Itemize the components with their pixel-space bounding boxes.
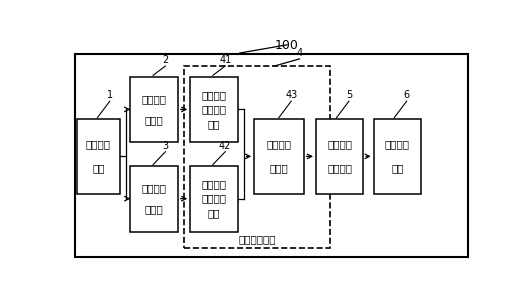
Text: 模块: 模块: [207, 208, 220, 218]
Text: 区域划分: 区域划分: [86, 139, 111, 149]
Bar: [130, 166, 178, 231]
Text: 100: 100: [275, 39, 299, 52]
Bar: [77, 119, 120, 194]
Text: 41: 41: [219, 55, 231, 65]
Text: 模型构建模块: 模型构建模块: [238, 234, 276, 244]
Text: 模块: 模块: [207, 119, 220, 129]
Text: 风险等级: 风险等级: [327, 139, 352, 149]
Text: 划分模块: 划分模块: [327, 163, 352, 174]
Text: 风模型子: 风模型子: [202, 104, 227, 114]
Text: 43: 43: [285, 90, 297, 100]
Text: 微地形台: 微地形台: [202, 179, 227, 189]
Text: 风模型子: 风模型子: [202, 194, 227, 204]
Bar: [190, 77, 238, 142]
Bar: [254, 119, 304, 194]
Bar: [316, 119, 363, 194]
Text: 42: 42: [219, 141, 231, 150]
Text: 模块: 模块: [391, 163, 404, 174]
Text: 微地形采: 微地形采: [142, 183, 167, 193]
Text: 1: 1: [107, 90, 113, 100]
Text: 5: 5: [346, 90, 352, 100]
Bar: [74, 54, 469, 257]
Text: 3: 3: [162, 141, 169, 150]
Text: 模块: 模块: [92, 163, 105, 174]
Bar: [373, 119, 421, 194]
Bar: [190, 166, 238, 231]
Text: 风险发布: 风险发布: [385, 139, 410, 149]
Text: 集模块: 集模块: [145, 204, 163, 214]
Text: 2: 2: [162, 55, 169, 65]
Text: 子模块: 子模块: [270, 163, 288, 174]
Text: 台风模型: 台风模型: [267, 139, 292, 149]
Text: 6: 6: [404, 90, 410, 100]
Text: 微气象采: 微气象采: [142, 94, 167, 104]
Text: 4: 4: [296, 48, 303, 58]
Text: 集模块: 集模块: [145, 115, 163, 125]
Bar: [130, 77, 178, 142]
Bar: [184, 66, 330, 248]
Text: 微气象台: 微气象台: [202, 90, 227, 100]
